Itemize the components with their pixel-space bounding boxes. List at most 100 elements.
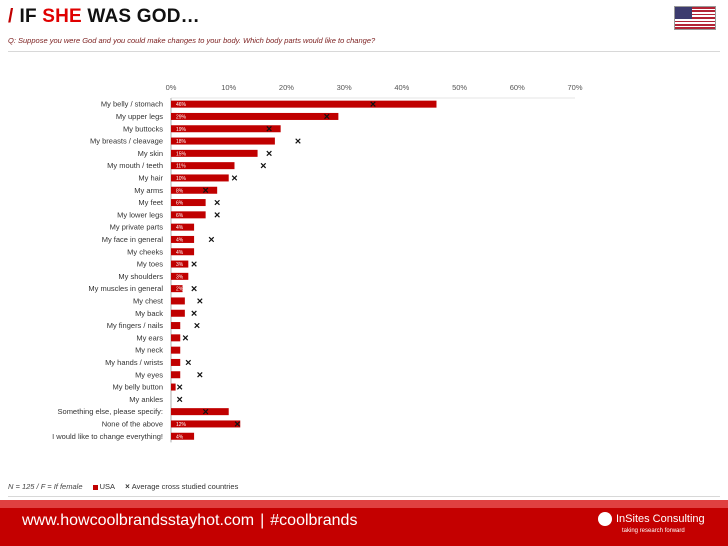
average-marker xyxy=(266,150,272,157)
category-label: My mouth / teeth xyxy=(107,161,163,170)
usa-bar xyxy=(171,125,281,133)
x-tick-label: 10% xyxy=(221,83,236,92)
title-highlight: SHE xyxy=(42,6,82,27)
category-label: My face in general xyxy=(102,235,164,244)
chart-legend: N = 125 / F = If female USA × Average cro… xyxy=(8,482,246,491)
usa-bar xyxy=(171,248,195,256)
brand-block: InSites Consulting taking research forwa… xyxy=(598,510,705,534)
category-label: My fingers / nails xyxy=(107,321,164,330)
footer-wave xyxy=(0,500,728,508)
x-tick-label: 70% xyxy=(567,83,582,92)
usa-data-label: 4% xyxy=(176,225,184,231)
average-marker xyxy=(191,310,197,316)
usa-bar xyxy=(171,235,195,243)
average-marker xyxy=(197,298,203,304)
usa-data-label: 6% xyxy=(176,213,184,219)
title-post: WAS GOD… xyxy=(87,6,200,27)
category-label: My shoulders xyxy=(118,272,163,281)
x-tick-label: 60% xyxy=(510,83,525,92)
footer-hashtag[interactable]: #coolbrands xyxy=(270,512,358,529)
usa-bar xyxy=(171,358,181,366)
legend-usa-label: USA xyxy=(99,482,115,491)
average-marker xyxy=(191,285,197,292)
footer-url-line: www.howcoolbrandsstayhot.com | #coolbrands xyxy=(22,512,357,530)
usa-data-label: 3% xyxy=(176,274,184,280)
average-marker xyxy=(202,408,209,415)
usa-bar xyxy=(171,149,258,157)
legend-average: × Average cross studied countries xyxy=(125,482,238,491)
usa-bar xyxy=(171,346,181,354)
usa-data-label: 12% xyxy=(176,422,187,428)
usa-bar xyxy=(171,285,183,293)
usa-data-label: 15% xyxy=(176,151,187,157)
category-label: My muscles in general xyxy=(88,284,163,293)
usa-bar xyxy=(171,420,241,428)
usa-bar xyxy=(171,322,181,330)
x-tick-label: 30% xyxy=(337,83,352,92)
usa-data-label: 18% xyxy=(176,139,187,145)
category-label: My lower legs xyxy=(117,210,163,219)
x-tick-label: 50% xyxy=(452,83,467,92)
usa-data-label: 4% xyxy=(176,434,184,440)
usa-data-label: 4% xyxy=(176,237,184,243)
usa-bar xyxy=(171,383,176,391)
category-label: My back xyxy=(135,309,163,318)
average-marker xyxy=(266,126,272,132)
average-marker xyxy=(370,101,376,107)
category-label: My toes xyxy=(137,260,164,269)
category-label: My buttocks xyxy=(123,124,163,133)
usa-bar xyxy=(171,223,195,231)
category-label: My eyes xyxy=(135,370,163,379)
usa-bar xyxy=(171,112,339,120)
usa-bar xyxy=(171,137,275,145)
usa-bar xyxy=(171,272,189,280)
usa-swatch-icon xyxy=(92,484,98,490)
average-marker xyxy=(202,187,209,193)
category-label: My belly / stomach xyxy=(101,100,163,109)
category-label: My breasts / cleavage xyxy=(90,137,163,146)
usa-data-label: 3% xyxy=(176,262,184,268)
category-label: My chest xyxy=(133,296,164,305)
usa-data-label: 29% xyxy=(176,114,187,120)
average-marker xyxy=(324,113,330,120)
average-marker xyxy=(182,335,189,341)
legend-average-label: Average cross studied countries xyxy=(131,482,239,491)
average-marker xyxy=(234,421,241,427)
usa-data-label: 8% xyxy=(176,188,184,194)
average-marker xyxy=(295,138,301,144)
usa-bar xyxy=(171,260,189,268)
category-label: None of the above xyxy=(102,419,163,428)
insites-logo-icon xyxy=(598,511,612,526)
footer-url[interactable]: www.howcoolbrandsstayhot.com xyxy=(22,512,255,529)
average-marker xyxy=(191,261,197,267)
average-marker xyxy=(231,175,238,181)
x-marker-icon: × xyxy=(125,482,130,491)
footer-divider xyxy=(8,496,720,497)
usa-data-label: 10% xyxy=(176,176,187,182)
footer-banner: www.howcoolbrandsstayhot.com | #coolbrands… xyxy=(0,500,728,546)
category-label: My neck xyxy=(135,346,163,355)
usa-bar xyxy=(171,211,206,219)
average-marker xyxy=(197,372,203,378)
usa-bar xyxy=(171,174,229,182)
usa-bar xyxy=(171,334,181,342)
usa-bar xyxy=(171,162,235,170)
usa-bar xyxy=(171,371,181,379)
usa-bar xyxy=(171,100,437,108)
average-marker xyxy=(176,384,183,390)
category-label: My skin xyxy=(138,149,163,158)
sample-note: N = 125 / F = If female xyxy=(8,482,83,491)
usa-data-label: 2% xyxy=(176,287,184,293)
usa-flag-icon xyxy=(674,6,716,30)
usa-bar xyxy=(171,309,185,317)
category-label: My ears xyxy=(136,333,163,342)
header-divider xyxy=(8,51,720,52)
category-label: My feet xyxy=(138,198,164,207)
title-pre: IF xyxy=(19,6,37,27)
usa-data-label: 6% xyxy=(176,201,184,207)
slide-title: / IF SHE WAS GOD… xyxy=(8,6,200,28)
average-marker xyxy=(214,212,220,218)
survey-question: Q: Suppose you were God and you could ma… xyxy=(8,36,376,45)
x-tick-label: 0% xyxy=(166,83,177,92)
title-slash: / xyxy=(8,6,14,27)
